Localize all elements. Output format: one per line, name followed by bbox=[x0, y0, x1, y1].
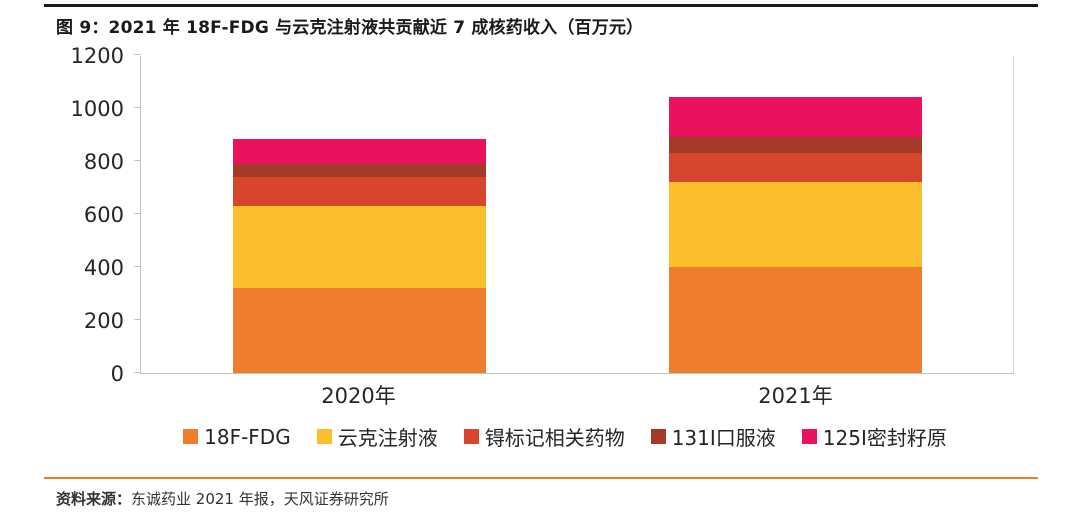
source-text: 东诚药业 2021 年报，天风证券研究所 bbox=[131, 490, 389, 508]
legend-item-锝标记相关药物: 锝标记相关药物 bbox=[463, 422, 625, 451]
y-axis-tick-mark bbox=[134, 266, 141, 267]
stacked-bar-chart: 0 200 400 600 800 1000 1200 2020年 2021年 18F-FDG… bbox=[56, 45, 1014, 451]
y-axis-tick-label: 1000 bbox=[70, 97, 124, 121]
x-axis-category-label: 2021年 bbox=[758, 384, 833, 408]
source-line: 资料来源：东诚药业 2021 年报，天风证券研究所 bbox=[56, 488, 389, 509]
stacked-bar-2021年 bbox=[669, 97, 922, 373]
bar-segment-云克注射液 bbox=[233, 206, 486, 289]
y-axis-tick-label: 0 bbox=[110, 362, 124, 386]
plot-row: 0 200 400 600 800 1000 1200 bbox=[56, 45, 1014, 385]
legend-item-131I口服液: 131I口服液 bbox=[650, 422, 776, 451]
legend-item-125I密封籽原: 125I密封籽原 bbox=[801, 422, 947, 451]
stacked-bar-2020年 bbox=[233, 138, 486, 373]
y-axis-tick-label: 800 bbox=[83, 150, 124, 174]
legend-swatch-icon bbox=[650, 429, 666, 444]
bar-segment-18F-FDG bbox=[233, 288, 486, 373]
y-axis: 0 200 400 600 800 1000 1200 bbox=[56, 45, 140, 385]
x-axis-category-label: 2020年 bbox=[321, 384, 396, 408]
y-axis-tick-label: 1200 bbox=[70, 44, 124, 68]
y-axis-tick-mark bbox=[134, 160, 141, 161]
bar-segment-云克注射液 bbox=[669, 182, 922, 267]
bar-segment-125I密封籽原 bbox=[669, 97, 922, 138]
legend-swatch-icon bbox=[183, 429, 199, 444]
bar-segment-125I密封籽原 bbox=[233, 138, 486, 164]
chart-legend: 18F-FDG 云克注射液 锝标记相关药物 131I口服液 125I密封籽原 bbox=[116, 422, 1014, 451]
y-axis-tick-mark bbox=[134, 372, 141, 373]
x-axis-labels: 2020年 2021年 bbox=[140, 380, 1014, 410]
y-axis-tick-mark bbox=[134, 107, 141, 108]
y-axis-tick-label: 600 bbox=[83, 203, 124, 227]
bar-segment-131I口服液 bbox=[669, 137, 922, 154]
y-axis-tick-label: 400 bbox=[83, 256, 124, 280]
legend-item-云克注射液: 云克注射液 bbox=[316, 422, 438, 451]
y-axis-tick-label: 200 bbox=[83, 309, 124, 333]
y-axis-tick-mark bbox=[134, 213, 141, 214]
source-divider-rule bbox=[44, 477, 1038, 479]
bar-segment-锝标记相关药物 bbox=[669, 153, 922, 183]
bar-segment-131I口服液 bbox=[233, 163, 486, 177]
y-axis-tick-mark bbox=[134, 54, 141, 55]
legend-swatch-icon bbox=[801, 429, 817, 444]
legend-label: 125I密封籽原 bbox=[822, 426, 947, 450]
legend-swatch-icon bbox=[463, 429, 479, 444]
y-axis-tick-mark bbox=[134, 319, 141, 320]
legend-item-18F-FDG: 18F-FDG bbox=[183, 425, 291, 449]
legend-swatch-icon bbox=[316, 429, 332, 444]
source-label: 资料来源： bbox=[56, 490, 132, 508]
legend-label: 131I口服液 bbox=[671, 426, 776, 450]
plot-area bbox=[134, 54, 1014, 374]
figure-title: 图 9：2021 年 18F-FDG 与云克注射液共贡献近 7 成核药收入（百万… bbox=[56, 18, 644, 38]
legend-label: 锝标记相关药物 bbox=[484, 426, 625, 450]
legend-label: 云克注射液 bbox=[337, 426, 438, 450]
bar-segment-18F-FDG bbox=[669, 267, 922, 373]
legend-label: 18F-FDG bbox=[204, 424, 291, 449]
bar-segment-锝标记相关药物 bbox=[233, 176, 486, 207]
title-top-rule bbox=[44, 4, 1038, 7]
